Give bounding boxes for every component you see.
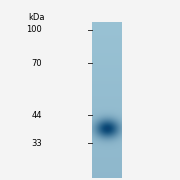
Text: 100: 100 <box>26 26 42 35</box>
Text: 70: 70 <box>31 58 42 68</box>
Text: 33: 33 <box>31 138 42 147</box>
Text: kDa: kDa <box>28 14 44 22</box>
Text: 44: 44 <box>31 111 42 120</box>
